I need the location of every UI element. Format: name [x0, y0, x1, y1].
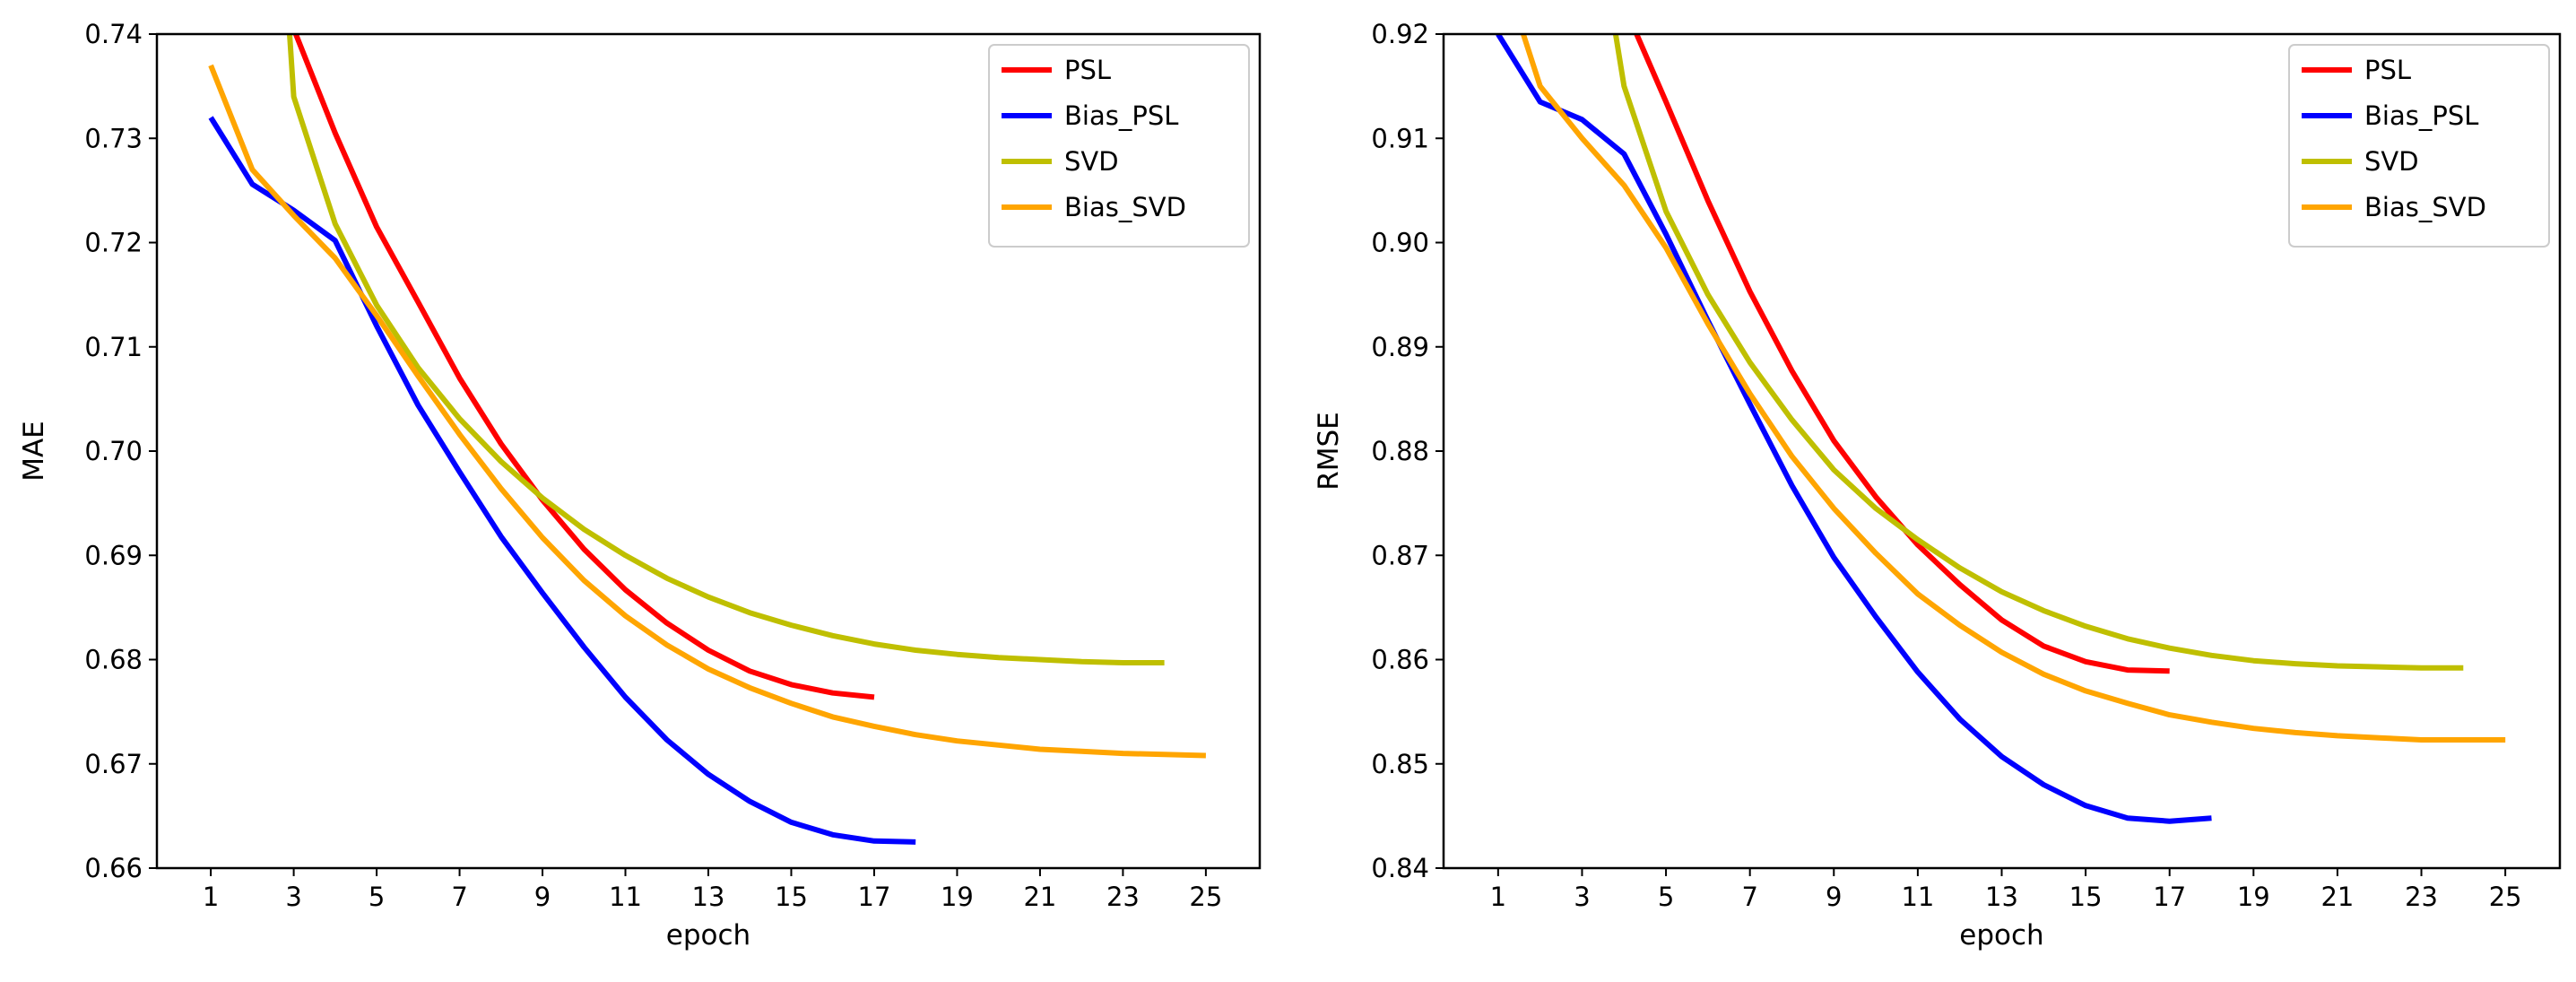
y-tick-label: 0.91 [1371, 123, 1429, 153]
x-tick-label: 1 [1490, 882, 1506, 912]
y-axis-title: RMSE [1313, 412, 1345, 491]
x-tick-label: 19 [941, 882, 974, 912]
y-tick-label: 0.84 [1371, 853, 1429, 883]
x-axis-title: epoch [1959, 919, 2043, 952]
y-tick-label: 0.88 [1371, 436, 1429, 466]
series-line-svd [1612, 34, 2464, 671]
x-tick-label: 13 [1985, 882, 2018, 912]
y-tick-label: 0.89 [1371, 332, 1429, 362]
legend-label-psl: PSL [2364, 55, 2411, 85]
series-line-bias-psl [1496, 34, 2212, 824]
series-line-bias-svd [1521, 34, 2506, 743]
x-tick-label: 3 [285, 882, 301, 912]
series-line-psl [292, 34, 875, 700]
y-tick-label: 0.67 [84, 749, 143, 779]
y-tick-label: 0.68 [84, 645, 143, 675]
x-tick-label: 25 [2489, 882, 2522, 912]
series-line-bias-svd [208, 64, 1206, 759]
y-tick-label: 0.92 [1371, 19, 1429, 49]
x-tick-label: 7 [1741, 882, 1757, 912]
y-tick-label: 0.90 [1371, 228, 1429, 258]
legend-box [988, 44, 1250, 248]
mae-chart-panel: 1 3 5 7 9 11 13 15 17 19 21 23 250.660.670.680.690.7… [18, 19, 1262, 952]
x-tick-label: 7 [451, 882, 467, 912]
x-tick-label: 11 [1901, 882, 1934, 912]
legend-label-bias-psl: Bias_PSL [2364, 100, 2478, 131]
y-tick-label: 0.85 [1371, 749, 1429, 779]
legend-label-svd: SVD [2364, 146, 2419, 177]
y-tick-label: 0.70 [84, 436, 143, 466]
x-tick-label: 23 [2405, 882, 2438, 912]
x-tick-label: 15 [775, 882, 808, 912]
y-tick-label: 0.86 [1371, 645, 1429, 675]
series-line-bias-psl [208, 116, 916, 845]
x-tick-label: 21 [1023, 882, 1056, 912]
x-tick-label: 3 [1574, 882, 1590, 912]
y-axis-title: MAE [18, 421, 50, 482]
x-tick-label: 17 [858, 882, 891, 912]
x-axis-title: epoch [666, 919, 750, 952]
x-tick-label: 5 [369, 882, 385, 912]
x-tick-label: 9 [534, 882, 551, 912]
legend: PSL Bias_PSL SVD Bias_SVD [988, 44, 1250, 248]
x-tick-label: 17 [2153, 882, 2186, 912]
x-tick-label: 9 [1826, 882, 1842, 912]
legend-label-svd: SVD [1064, 146, 1119, 177]
y-tick-label: 0.66 [84, 853, 143, 883]
x-tick-label: 23 [1106, 882, 1140, 912]
legend-label-bias-psl: Bias_PSL [1064, 100, 1178, 131]
legend-label-bias-svd: Bias_SVD [2364, 192, 2486, 222]
x-tick-label: 5 [1658, 882, 1674, 912]
x-tick-label: 25 [1189, 882, 1222, 912]
legend-box [2288, 44, 2550, 248]
y-tick-label: 0.73 [84, 123, 143, 153]
legend-label-psl: PSL [1064, 55, 1111, 85]
y-tick-label: 0.69 [84, 540, 143, 570]
x-tick-label: 1 [203, 882, 219, 912]
series-line-svd [287, 34, 1165, 665]
y-tick-label: 0.72 [84, 228, 143, 258]
y-tick-label: 0.74 [84, 19, 143, 49]
legend-label-bias-svd: Bias_SVD [1064, 192, 1186, 222]
rmse-chart-panel: 1 3 5 7 9 11 13 15 17 19 21 23 250.840.850.860.870.8… [1313, 19, 2562, 952]
x-tick-label: 19 [2237, 882, 2270, 912]
legend: PSL Bias_PSL SVD Bias_SVD [2288, 44, 2550, 248]
x-tick-label: 21 [2320, 882, 2354, 912]
x-tick-label: 11 [609, 882, 642, 912]
y-tick-label: 0.87 [1371, 540, 1429, 570]
x-tick-label: 15 [2069, 882, 2103, 912]
y-tick-label: 0.71 [84, 332, 143, 362]
x-tick-label: 13 [692, 882, 725, 912]
